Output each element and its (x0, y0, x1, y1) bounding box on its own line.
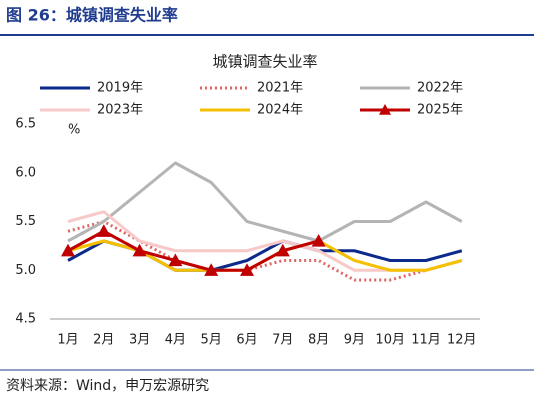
x-tick-label: 8月 (308, 333, 329, 348)
marker (311, 234, 326, 247)
x-tick-label: 6月 (236, 333, 257, 348)
y-tick-label: 6.0 (15, 165, 36, 180)
x-tick-label: 7月 (272, 333, 293, 348)
figure-title: 图 26：城镇调查失业率 (6, 6, 178, 25)
x-tick-label: 9月 (344, 333, 365, 348)
legend-label: 2023年 (97, 103, 143, 118)
x-tick-label: 5月 (201, 333, 222, 348)
x-tick-label: 2月 (93, 333, 114, 348)
y-tick-label: 5.5 (15, 214, 36, 229)
marker (132, 243, 147, 257)
x-tick-label: 3月 (129, 333, 150, 348)
chart-title: 城镇调查失业率 (212, 53, 317, 71)
legend-label: 2021年 (257, 81, 303, 96)
legend-label: 2022年 (417, 81, 463, 96)
marker (168, 253, 183, 267)
marker (240, 263, 254, 276)
y-tick-label: 4.5 (15, 312, 36, 327)
legend-label: 2024年 (257, 103, 303, 118)
series-line (67, 229, 319, 272)
x-tick-label: 4月 (165, 333, 186, 348)
y-unit: % (68, 123, 80, 138)
source: 资料来源：Wind，申万宏源研究 (6, 378, 209, 394)
legend-label: 2019年 (97, 81, 143, 96)
marker (61, 243, 75, 257)
marker (96, 224, 111, 237)
x-tick-label: 11月 (411, 333, 441, 348)
legend-marker (379, 104, 391, 115)
x-tick-label: 12月 (447, 333, 477, 348)
series-line (67, 161, 463, 243)
x-tick-label: 10月 (375, 333, 405, 348)
y-tick-label: 6.5 (15, 117, 36, 132)
marker (275, 243, 290, 257)
y-tick-label: 5.0 (15, 263, 36, 278)
marker (204, 263, 219, 276)
x-tick-label: 1月 (57, 333, 78, 348)
legend-label: 2025年 (417, 103, 463, 118)
